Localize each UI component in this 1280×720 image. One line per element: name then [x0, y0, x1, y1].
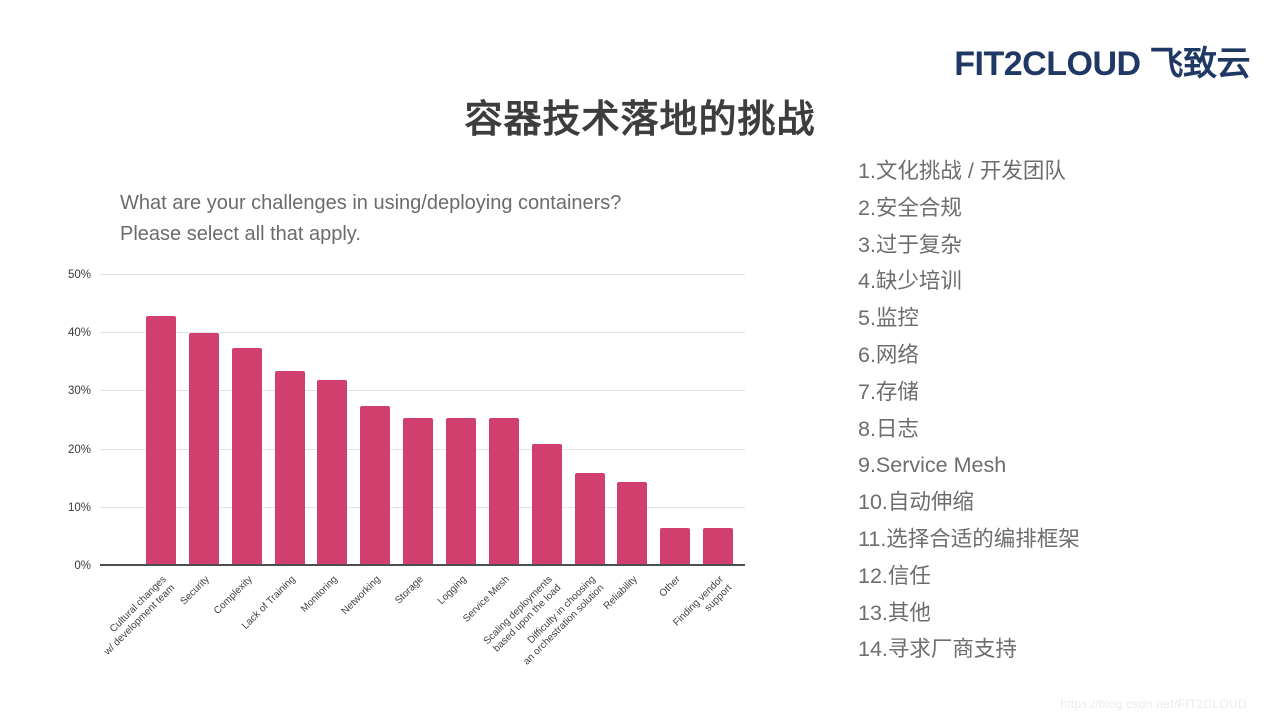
bar [403, 417, 434, 566]
list-item: 10.自动伸缩 [858, 490, 974, 515]
bar [488, 417, 519, 566]
bar [445, 417, 476, 566]
bar [360, 405, 391, 566]
bar-chart: 0% 10% 20% 30% 40% 50% Cultural changes w/ dev… [68, 269, 745, 667]
fit2cloud-logo: FIT2CLOUD 飞致云 [954, 45, 1250, 83]
y-axis-tick-label: 30% [67, 385, 91, 398]
gridline [100, 274, 745, 275]
y-axis-tick-label: 50% [67, 269, 91, 281]
list-item: 8.日志 [858, 416, 919, 441]
bar [274, 371, 305, 566]
list-item: 6.网络 [858, 342, 919, 367]
y-axis-tick-label: 20% [67, 443, 91, 456]
x-axis-line [100, 564, 745, 566]
slide-title: 容器技术落地的挑战 [464, 99, 816, 141]
bar [574, 472, 605, 566]
list-item: 12.信任 [858, 563, 931, 588]
y-axis-tick-label: 10% [67, 501, 91, 514]
bar [531, 443, 562, 566]
y-axis-tick-label: 0% [74, 560, 91, 572]
bar [188, 333, 219, 566]
list-item: 1.文化挑战 / 开发团队 [858, 159, 1066, 183]
watermark-url: https://blog.csdn.net/FIT2CLOUD [1060, 697, 1247, 711]
list-item: 5.监控 [858, 306, 919, 331]
list-item: 11.选择合适的编排框架 [858, 526, 1080, 551]
list-item: 13.其他 [858, 600, 931, 625]
bar [231, 347, 262, 566]
gridline [100, 332, 745, 334]
bar [146, 315, 176, 566]
list-item: 7.存储 [858, 379, 919, 404]
list-item: 3.过于复杂 [858, 232, 962, 257]
translation-list: 1.文化挑战 / 开发团队 2.安全合规 3.过于复杂 4.缺少培训 5.监控 6.网络 7… [858, 153, 1080, 668]
list-item: 14.寻求厂商支持 [858, 637, 1017, 662]
chart-question: What are your challenges in using/deploy… [120, 192, 622, 245]
list-item: 9.Service Mesh [858, 453, 1007, 478]
bar [703, 528, 734, 566]
bar [660, 528, 691, 566]
bar [617, 481, 648, 566]
gridline [100, 390, 745, 392]
bar [317, 379, 348, 566]
list-item: 4.缺少培训 [858, 269, 962, 294]
y-axis-tick-label: 40% [67, 327, 91, 340]
x-axis-category-label: Cultural changes w/ development team [102, 574, 178, 658]
list-item: 2.安全合规 [858, 195, 962, 220]
